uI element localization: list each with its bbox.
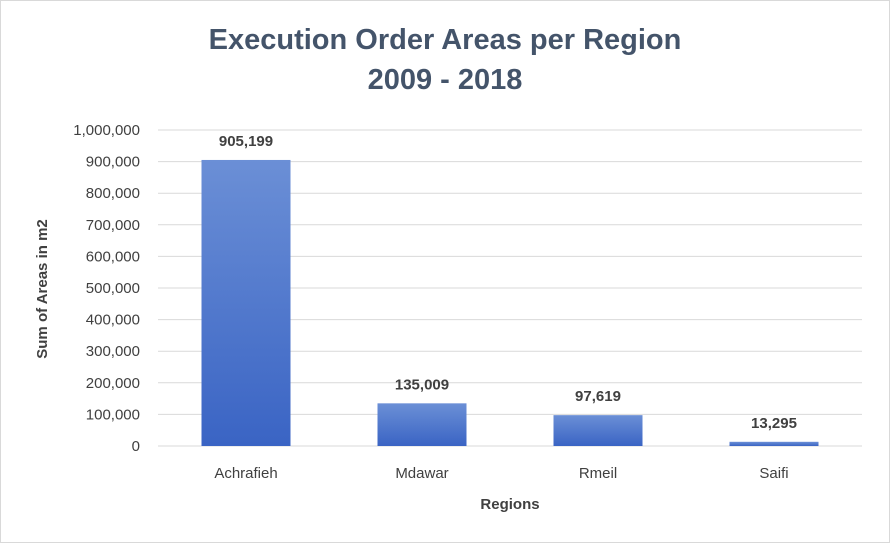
y-axis-ticks: 0 100,000 200,000 300,000 400,000 500,000 600,…	[73, 122, 140, 455]
y-tick-label: 1,000,000	[73, 122, 140, 139]
bar-rmeil	[553, 415, 643, 446]
x-tick-label: Saifi	[759, 465, 788, 482]
y-tick-label: 100,000	[86, 406, 140, 423]
y-tick-label: 300,000	[86, 343, 140, 360]
bar-achrafieh	[201, 159, 291, 446]
x-axis-label: Regions	[480, 496, 539, 513]
data-labels: 905,199 135,009 97,619 13,295	[219, 133, 797, 432]
data-label: 13,295	[751, 415, 797, 432]
y-tick-label: 900,000	[86, 154, 140, 171]
data-label: 905,199	[219, 133, 273, 150]
y-tick-label: 700,000	[86, 217, 140, 234]
y-tick-label: 400,000	[86, 312, 140, 329]
x-tick-label: Achrafieh	[214, 465, 277, 482]
data-label: 135,009	[395, 376, 449, 393]
x-tick-label: Mdawar	[395, 465, 448, 482]
chart-title: Execution Order Areas per Region	[208, 24, 682, 56]
y-tick-label: 500,000	[86, 280, 140, 297]
bar-saifi	[729, 441, 819, 446]
bar-mdawar	[377, 403, 467, 446]
bars	[201, 159, 819, 446]
x-axis-ticks: Achrafieh Mdawar Rmeil Saifi	[214, 465, 788, 482]
data-label: 97,619	[575, 388, 621, 405]
y-tick-label: 0	[132, 438, 140, 455]
y-tick-label: 200,000	[86, 375, 140, 392]
y-axis-label: Sum of Areas in m2	[34, 219, 51, 358]
chart-subtitle: 2009 - 2018	[367, 64, 523, 96]
y-tick-label: 600,000	[86, 248, 140, 265]
y-tick-label: 800,000	[86, 185, 140, 202]
x-tick-label: Rmeil	[579, 465, 617, 482]
